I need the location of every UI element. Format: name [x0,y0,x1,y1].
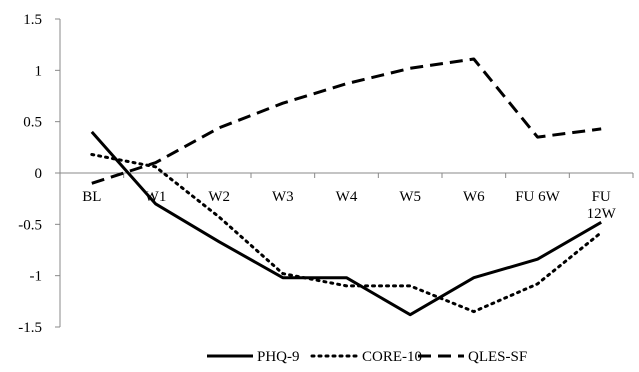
legend: PHQ-9 CORE-10 QLES-SF [207,349,527,365]
x-tick-label-line: W5 [399,189,421,205]
y-tick-label: 0 [35,166,43,182]
x-tick-label-line: W4 [336,189,358,205]
legend-label: QLES-SF [468,349,527,365]
y-tick-label: -0.5 [18,217,42,233]
chart-axes [59,19,633,327]
x-tick-label: W4 [336,189,358,205]
x-tick-label: FU 6W [515,189,560,205]
y-tick-label: 1.5 [23,12,42,28]
y-tick-label: 0.5 [23,115,42,131]
x-axis-ticks: BL W1 W2 W3 W4 W5 W6 FU 6W FU 12W [59,173,634,222]
y-axis-ticks: 1.5 1 0.5 0 -0.5 -1 -1.5 [18,12,60,336]
x-tick-label: W2 [208,189,230,205]
y-tick-label: 1 [35,63,43,79]
x-tick-label-line: W2 [208,189,230,205]
x-tick-label-line: W1 [145,189,167,205]
x-tick-label-line: FU 6W [515,189,560,205]
x-tick-label: BL [82,189,101,205]
y-tick-label: -1 [30,269,43,285]
x-tick-label-line: FU [592,189,611,205]
y-tick-label: -1.5 [18,320,42,336]
x-tick-label-line: 12W [587,206,617,222]
x-tick-label: W5 [399,189,421,205]
series-line-core-10 [90,153,603,314]
legend-label: PHQ-9 [257,349,300,365]
legend-label: CORE-10 [362,349,422,365]
x-tick-label: W3 [272,189,294,205]
x-tick-label: W6 [463,189,485,205]
x-tick-label: FU 12W [587,189,617,222]
x-tick-label-line: BL [82,189,101,205]
series-line-qles-sf [91,57,602,185]
x-tick-label-line: W3 [272,189,294,205]
series-line-phq-9 [90,130,602,317]
x-tick-label-line: W6 [463,189,485,205]
series-lines [90,57,603,317]
x-tick-label: W1 [145,189,167,205]
